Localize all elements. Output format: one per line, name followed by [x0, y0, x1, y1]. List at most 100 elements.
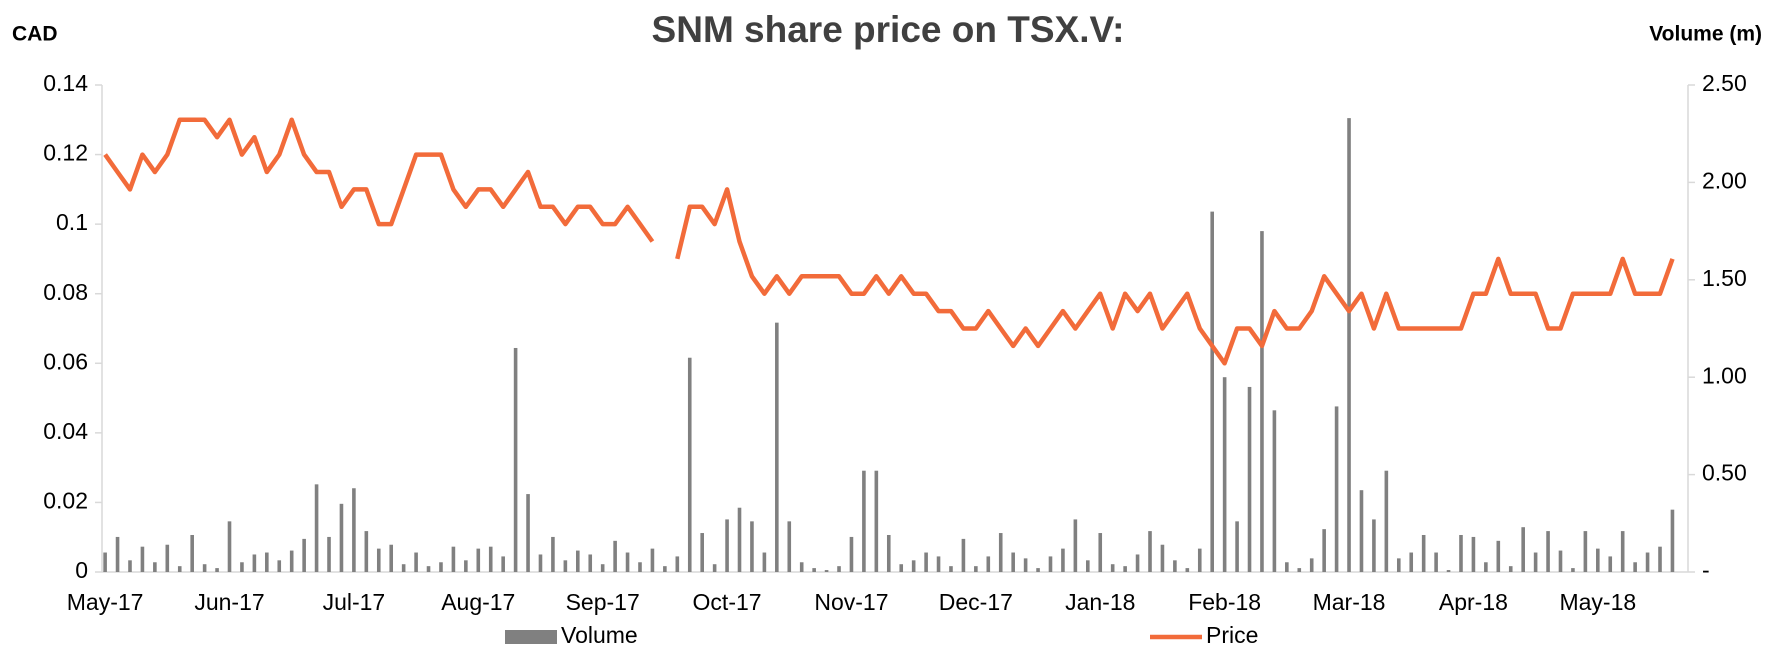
volume-bar [426, 566, 431, 572]
volume-bar [1620, 531, 1625, 572]
volume-bar [961, 538, 966, 572]
y-tick-label: 0.06 [43, 348, 88, 374]
x-tick-label: Mar-18 [1313, 589, 1386, 615]
volume-bar [252, 554, 257, 572]
volume-bar [625, 552, 630, 572]
volume-bar [364, 531, 369, 572]
volume-bar [240, 562, 244, 572]
volume-bar [974, 566, 978, 572]
volume-bar [949, 566, 953, 572]
volume-bar [1235, 521, 1239, 572]
volume-bar [1508, 566, 1513, 572]
x-tick-label: May-18 [1559, 589, 1636, 615]
volume-bar [1596, 548, 1600, 572]
volume-bar [849, 536, 854, 572]
volume-bar [588, 554, 593, 572]
legend-swatch [505, 630, 557, 644]
volume-bar [837, 566, 841, 572]
volume-bar [1434, 552, 1438, 572]
volume-bar [1260, 231, 1264, 572]
volume-bar [1384, 470, 1389, 572]
volume-bar [986, 556, 991, 572]
volume-bar [414, 552, 418, 572]
volume-bar [1446, 570, 1451, 572]
volume-bar [376, 548, 381, 572]
volume-bar [551, 536, 555, 572]
volume-bar [339, 503, 344, 572]
volume-bar [787, 521, 792, 572]
volume-bar [1322, 529, 1326, 572]
volume-bar [327, 536, 331, 572]
volume-bar [1185, 568, 1190, 572]
volume-bar [1098, 533, 1103, 572]
volume-bar [750, 521, 754, 572]
volume-bar [1347, 118, 1351, 572]
volume-bar [526, 494, 530, 572]
price-line [103, 117, 1675, 366]
volume-bar [1396, 558, 1401, 572]
legend-label: Price [1206, 622, 1258, 648]
volume-bar [1571, 568, 1575, 572]
volume-bar [1309, 558, 1314, 572]
volume-bar [563, 560, 568, 572]
x-tick-label: Dec-17 [939, 589, 1013, 615]
volume-bar [215, 568, 219, 572]
volume-bar [177, 566, 182, 572]
volume-bar [663, 566, 667, 572]
volume-bar [289, 550, 294, 572]
volume-bar [153, 562, 157, 572]
volume-bar [401, 564, 406, 572]
volume-bar [1272, 410, 1277, 572]
volume-bar [439, 562, 443, 572]
volume-bar [389, 544, 394, 572]
volume-bar [1110, 564, 1115, 572]
x-tick-label: May-17 [67, 589, 144, 615]
volume-bar [115, 536, 120, 572]
volume-bar [712, 564, 717, 572]
volume-bar [476, 548, 481, 572]
volume-bar [1160, 544, 1165, 572]
x-tick-label: Aug-17 [441, 589, 515, 615]
volume-bar [103, 552, 107, 572]
volume-bar [1173, 560, 1177, 572]
volume-bar [862, 470, 866, 572]
volume-bar [725, 519, 729, 572]
volume-bar [1645, 552, 1650, 572]
volume-bar [1148, 531, 1152, 572]
volume-bar [202, 564, 207, 572]
x-tick-label: Jun-17 [194, 589, 264, 615]
volume-bar [1670, 509, 1675, 572]
volume-bar [1086, 560, 1090, 572]
volume-bar [1533, 552, 1538, 572]
x-tick-label: Apr-18 [1439, 589, 1508, 615]
volume-bar [1633, 562, 1637, 572]
volume-bar [799, 562, 804, 572]
volume-bar [1011, 552, 1015, 572]
volume-bar [1558, 550, 1563, 572]
volume-bar [1459, 534, 1463, 572]
y-tick-label: 0.04 [43, 418, 88, 444]
volume-bar [140, 546, 145, 572]
volume-bar [638, 562, 642, 572]
y-tick-label: 0.02 [43, 488, 88, 514]
volume-bar [1546, 531, 1550, 572]
volume-bar [1023, 558, 1028, 572]
volume-bar [998, 533, 1003, 572]
volume-bar [812, 568, 816, 572]
volume-bar [1247, 386, 1252, 572]
x-tick-label: Nov-17 [814, 589, 888, 615]
volume-bar [874, 470, 879, 572]
volume-bar [1061, 548, 1065, 572]
volume-bar [613, 540, 617, 572]
x-tick-label: Sep-17 [566, 589, 640, 615]
volume-bar [464, 560, 468, 572]
volume-bar [775, 322, 779, 572]
volume-bar [1359, 490, 1364, 572]
volume-bar [538, 554, 543, 572]
volume-bar [1285, 562, 1289, 572]
volume-bar [687, 357, 692, 572]
volume-bar [762, 552, 767, 572]
volume-bar [190, 534, 194, 572]
